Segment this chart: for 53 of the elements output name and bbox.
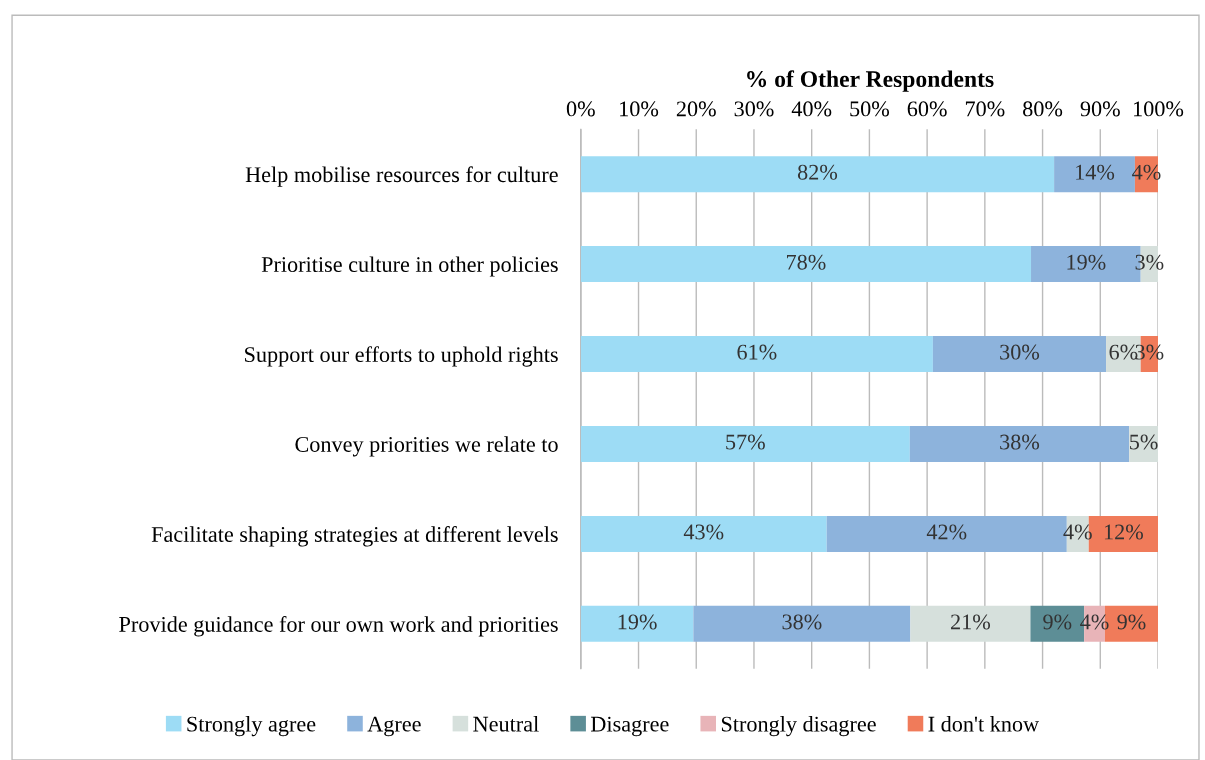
data-label: 30% bbox=[1000, 344, 1040, 360]
y-tick-label: Facilitate shaping strategies at different levels bbox=[151, 526, 558, 547]
x-tick-label: 60% bbox=[907, 101, 947, 117]
bar bbox=[580, 515, 827, 552]
x-tick-label: 40% bbox=[791, 101, 832, 117]
data-label: 38% bbox=[782, 614, 822, 630]
x-tick-label: 0% bbox=[566, 101, 595, 117]
data-label: 21% bbox=[951, 614, 991, 630]
y-tick-label: Help mobilise resources for culture bbox=[245, 166, 558, 187]
data-label: 19% bbox=[618, 614, 657, 630]
x-tick-label: 10% bbox=[620, 101, 659, 117]
bar bbox=[580, 336, 933, 373]
bar bbox=[909, 425, 1130, 462]
bar bbox=[580, 246, 1032, 283]
x-tick-label: 70% bbox=[965, 101, 1005, 117]
data-label: 38% bbox=[1000, 434, 1040, 450]
x-tick-label: 30% bbox=[734, 101, 774, 117]
bar bbox=[580, 156, 1055, 193]
bar bbox=[1129, 425, 1158, 462]
data-label: 3% bbox=[1135, 254, 1164, 270]
bar bbox=[932, 336, 1107, 373]
x-tick-label: 80% bbox=[1023, 101, 1063, 117]
legend-label: Disagree bbox=[591, 716, 669, 737]
bar bbox=[580, 425, 910, 462]
legend-label: Neutral bbox=[473, 715, 539, 732]
data-label: 14% bbox=[1076, 164, 1115, 180]
x-tick-label: 90% bbox=[1080, 101, 1120, 117]
y-tick-label: Prioritise culture in other policies bbox=[261, 256, 558, 277]
bar bbox=[580, 605, 694, 642]
y-tick-label: Provide guidance for our own work and priorities bbox=[119, 616, 558, 637]
bar bbox=[910, 605, 1031, 642]
legend-label: Strongly disagree bbox=[721, 715, 876, 737]
data-label: 78% bbox=[787, 254, 826, 270]
x-axis-title: % of Other Respondents bbox=[747, 70, 994, 92]
data-label: 12% bbox=[1104, 524, 1143, 540]
data-label: 5% bbox=[1130, 434, 1158, 450]
data-label: 82% bbox=[797, 164, 838, 180]
legend-label: I don't know bbox=[928, 715, 1040, 732]
data-label: 57% bbox=[726, 434, 765, 450]
x-tick-label: 20% bbox=[676, 101, 716, 117]
x-tick-label: 50% bbox=[850, 101, 890, 117]
data-label: 43% bbox=[683, 524, 724, 540]
bar bbox=[693, 605, 911, 642]
legend-label: Agree bbox=[367, 716, 421, 737]
y-tick-label: Support our efforts to uphold rights bbox=[245, 346, 558, 367]
y-tick-label: Convey priorities we relate to bbox=[295, 436, 558, 457]
x-tick-label: 100% bbox=[1134, 101, 1184, 117]
data-label: 9% bbox=[1117, 614, 1146, 630]
data-label: 42% bbox=[926, 524, 967, 540]
data-label: 19% bbox=[1067, 254, 1106, 270]
legend-label: Strongly agree bbox=[187, 715, 316, 737]
data-label: 61% bbox=[737, 344, 777, 360]
data-label: 9% bbox=[1043, 614, 1072, 630]
